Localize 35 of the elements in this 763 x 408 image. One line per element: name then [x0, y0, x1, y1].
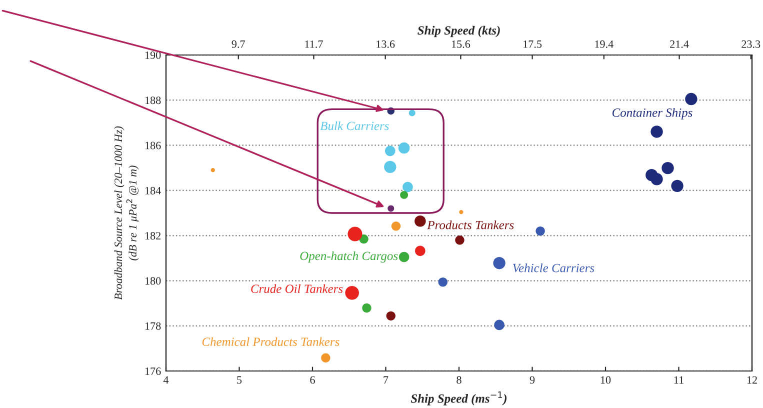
x-tick-label: 6	[310, 376, 315, 384]
x-tick-label: 7	[384, 376, 388, 384]
x2-tick-label: 11.7	[305, 40, 323, 48]
y-tick-label: 178	[145, 322, 161, 330]
y-tick-label: 180	[145, 277, 161, 285]
x-tick-label: 10	[600, 376, 611, 384]
x2-tick-label: 13.6	[376, 40, 395, 48]
x2-tick-label: 9.7	[232, 40, 245, 48]
y-tick-label: 190	[145, 51, 161, 59]
y-tick-label: 186	[145, 142, 161, 150]
series-label: Products Tankers	[427, 220, 514, 230]
y-tick-label: 176	[145, 367, 161, 375]
x2-tick-label: 19.4	[595, 40, 614, 48]
x2-tick-label: 21.4	[670, 40, 689, 48]
x2-tick-label: 15.6	[452, 40, 470, 48]
series-label: Bulk Carriers	[320, 121, 389, 130]
x-tick-label: 11	[674, 376, 684, 384]
x-axis-title: Ship Speed (ms$^{−1}$)	[410, 391, 507, 406]
series-label: Open-hatch Cargos	[300, 251, 398, 263]
x-tick-label: 4	[163, 376, 169, 384]
x2-axis-title: Ship Speed (kts)	[418, 26, 500, 38]
series-label: Crude Oil Tankers	[251, 284, 343, 294]
y-axis-title: Broadband Source Level (20–1000 Hz) (dB re 1 μPa$^{2}$ @1 m)	[114, 126, 139, 300]
x2-tick-label: 17.5	[524, 40, 542, 48]
y-tick-label: 182	[145, 232, 161, 240]
x2-tick-label: 23.3	[742, 40, 760, 48]
y-tick-label: 188	[145, 96, 161, 104]
y-tick-label: 184	[145, 186, 161, 194]
series-label: Chemical Products Tankers	[202, 337, 340, 346]
x-tick-label: 5	[237, 376, 242, 384]
x-tick-label: 9	[530, 376, 535, 384]
series-label: Container Ships	[612, 108, 692, 120]
x-tick-label: 8	[456, 376, 462, 384]
series-label: Vehicle Carriers	[512, 263, 594, 272]
x-tick-label: 12	[747, 376, 757, 384]
